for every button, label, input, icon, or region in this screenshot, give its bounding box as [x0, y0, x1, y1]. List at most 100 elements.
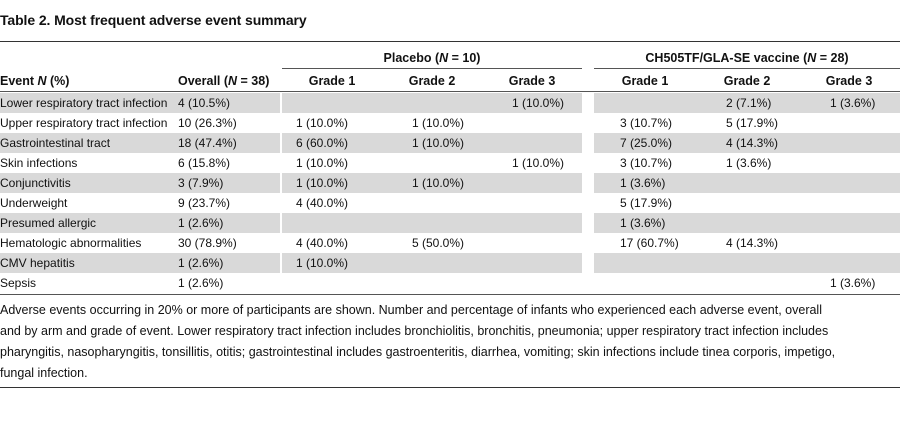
group-header-placebo: Placebo (N = 10) [282, 48, 582, 68]
cell-p-g2 [412, 253, 482, 273]
group-header-vaccine: CH505TF/GLA-SE vaccine (N = 28) [594, 48, 900, 68]
group-vaccine-post: = 28) [816, 51, 849, 65]
footnote-line: fungal infection. [0, 366, 88, 380]
cell-v-g3 [830, 253, 900, 273]
cell-p-g2: 1 (10.0%) [412, 116, 465, 130]
cell-overall: 1 (2.6%) [178, 276, 224, 290]
row-shading [594, 173, 900, 193]
cell-p-g3 [512, 233, 582, 253]
cell-p-g2: 5 (50.0%) [412, 236, 465, 250]
table-row: Lower respiratory tract infection 4 (10.5… [0, 93, 900, 113]
cell-v-g1 [620, 273, 696, 293]
table-footnote: Adverse events occurring in 20% or more … [0, 300, 900, 384]
cell-event: Hematologic abnormalities [0, 236, 142, 250]
group-placebo-n: N [439, 51, 449, 65]
cell-v-g3 [830, 193, 900, 213]
cell-v-g3 [830, 213, 900, 233]
cell-p-g3 [512, 133, 582, 153]
group-rule-placebo [282, 68, 582, 69]
cell-p-g2 [412, 193, 482, 213]
cell-v-g3 [830, 233, 900, 253]
cell-overall: 4 (10.5%) [178, 96, 231, 110]
cell-event: Presumed allergic [0, 216, 97, 230]
cell-p-g3 [512, 113, 582, 133]
cell-v-g3 [830, 113, 900, 133]
cell-p-g1: 4 (40.0%) [296, 236, 349, 250]
col-header-vaccine-grade-1: Grade 1 [621, 74, 669, 88]
cell-p-g2: 1 (10.0%) [412, 136, 465, 150]
cell-event: Underweight [0, 196, 68, 210]
row-shading [0, 253, 280, 273]
table-caption: Table 2. Most frequent adverse event sum… [0, 0, 900, 42]
row-shading [594, 253, 900, 273]
table-row: Gastrointestinal tract 18 (47.4%) 6 (60.0%… [0, 133, 900, 153]
table-row: Underweight 9 (23.7%) 4 (40.0%) 5 (17.9%) [0, 193, 900, 213]
cell-p-g3 [512, 193, 582, 213]
cell-v-g2 [726, 253, 798, 273]
cell-overall: 9 (23.7%) [178, 196, 231, 210]
cell-p-g2 [412, 153, 482, 173]
cell-p-g1 [296, 93, 382, 113]
cell-overall: 30 (78.9%) [178, 236, 237, 250]
row-shading [0, 213, 280, 233]
table-row: CMV hepatitis 1 (2.6%) 1 (10.0%) [0, 253, 900, 273]
col-header-vaccine-grade-3: Grade 3 [825, 74, 873, 88]
cell-v-g3 [830, 173, 900, 193]
col-header-vaccine-grade-2: Grade 2 [723, 74, 771, 88]
col-overall-n: N [228, 74, 238, 88]
cell-p-g2 [412, 93, 482, 113]
cell-v-g2: 2 (7.1%) [726, 96, 772, 110]
row-shading [594, 213, 900, 233]
cell-v-g3 [830, 133, 900, 153]
cell-event: Gastrointestinal tract [0, 136, 111, 150]
cell-p-g1: 1 (10.0%) [296, 176, 349, 190]
cell-p-g3 [512, 213, 582, 233]
cell-p-g1 [296, 273, 382, 293]
group-placebo-pre: Placebo ( [383, 51, 440, 65]
cell-v-g1 [620, 93, 696, 113]
cell-v-g1: 3 (10.7%) [620, 116, 673, 130]
col-overall-pre: Overall ( [178, 74, 229, 88]
cell-overall: 18 (47.4%) [178, 136, 237, 150]
col-event-pre: Event [0, 74, 38, 88]
row-shading [0, 173, 280, 193]
table-row: Hematologic abnormalities 30 (78.9%) 4 (40… [0, 233, 900, 253]
cell-p-g1: 1 (10.0%) [296, 256, 349, 270]
col-overall-post: = 38) [237, 74, 270, 88]
cell-v-g2: 1 (3.6%) [726, 156, 772, 170]
row-shading [282, 133, 582, 153]
cell-v-g2: 4 (14.3%) [726, 236, 779, 250]
cell-p-g1: 1 (10.0%) [296, 156, 349, 170]
cell-event: Skin infections [0, 156, 78, 170]
row-shading [0, 93, 280, 113]
cell-v-g2 [726, 173, 798, 193]
column-header-row: Event N (%) Overall (N = 38) Grade 1 Gra… [0, 70, 900, 92]
col-header-event: Event N (%) [0, 70, 69, 92]
row-shading [282, 213, 582, 233]
row-shading [282, 93, 582, 113]
cell-p-g2: 1 (10.0%) [412, 176, 465, 190]
cell-v-g1: 17 (60.7%) [620, 236, 679, 250]
cell-v-g2: 5 (17.9%) [726, 116, 779, 130]
cell-p-g2 [412, 273, 482, 293]
cell-p-g3: 1 (10.0%) [512, 96, 565, 110]
col-event-post: (%) [46, 74, 70, 88]
table-row: Sepsis 1 (2.6%) 1 (3.6%) [0, 273, 900, 293]
cell-p-g3 [512, 173, 582, 193]
table-row: Skin infections 6 (15.8%) 1 (10.0%) 1 (10.0… [0, 153, 900, 173]
col-header-overall: Overall (N = 38) [178, 70, 269, 92]
row-shading [282, 253, 582, 273]
cell-v-g1: 1 (3.6%) [620, 216, 666, 230]
cell-v-g1: 3 (10.7%) [620, 156, 673, 170]
cell-event: Conjunctivitis [0, 176, 71, 190]
cell-v-g2 [726, 213, 798, 233]
cell-v-g3: 1 (3.6%) [830, 96, 876, 110]
table-title: Table 2. Most frequent adverse event sum… [0, 12, 307, 28]
col-header-placebo-grade-3: Grade 3 [508, 74, 556, 88]
col-header-placebo-grade-1: Grade 1 [308, 74, 356, 88]
table-bottom-rule [0, 294, 900, 295]
cell-p-g1 [296, 213, 382, 233]
table-row: Conjunctivitis 3 (7.9%) 1 (10.0%) 1 (10.0%)… [0, 173, 900, 193]
row-shading [0, 133, 280, 153]
row-shading [282, 173, 582, 193]
